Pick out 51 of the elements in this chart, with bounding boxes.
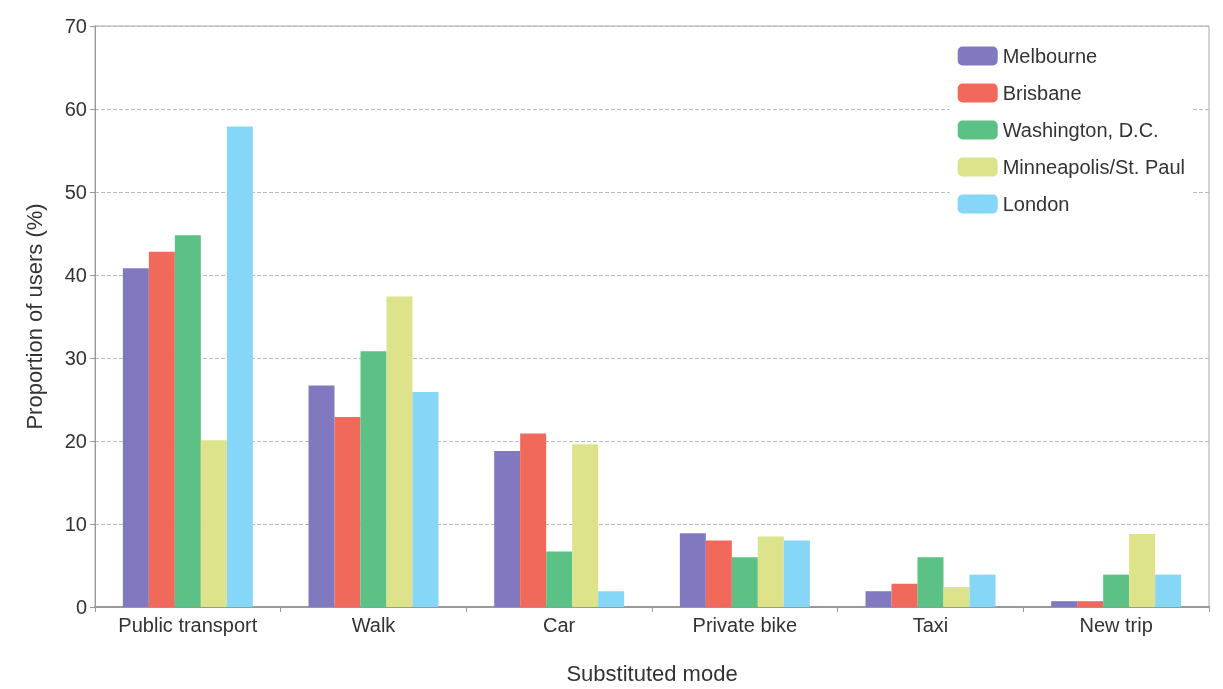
x-tick-label: Public transport	[118, 614, 258, 636]
x-tick-label: Walk	[351, 614, 397, 636]
x-tick-label: Taxi	[912, 614, 949, 636]
bar	[412, 392, 439, 607]
x-tick-label: Car	[543, 614, 576, 636]
y-tick-label: 10	[64, 513, 87, 535]
y-tick-label: 50	[64, 181, 87, 203]
bar	[705, 540, 732, 607]
bar	[122, 268, 149, 607]
legend-label: Brisbane	[1002, 82, 1082, 104]
legend-label: Melbourne	[1002, 45, 1098, 67]
bar	[308, 385, 335, 607]
bar	[386, 296, 413, 607]
bar	[679, 533, 706, 607]
bar	[865, 591, 892, 607]
bar	[969, 574, 996, 607]
y-tick-label: 60	[64, 98, 87, 120]
bar	[360, 351, 387, 607]
legend-label: London	[1002, 193, 1070, 215]
bar	[572, 444, 599, 607]
bar	[757, 536, 784, 607]
bar	[1129, 533, 1156, 607]
x-tick-label: Private bike	[692, 614, 798, 636]
bar	[1051, 601, 1078, 607]
bar	[200, 440, 227, 607]
y-tick-label: 0	[75, 596, 87, 618]
bar	[917, 557, 944, 607]
y-tick-label: 30	[64, 347, 87, 369]
bar	[1077, 601, 1104, 607]
y-tick-label: 70	[64, 15, 87, 37]
bar	[148, 251, 175, 607]
bar	[943, 587, 970, 607]
legend-label: Minneapolis/St. Paul	[1002, 156, 1185, 178]
legend-label: Washington, D.C.	[1002, 119, 1159, 141]
bar	[598, 591, 625, 607]
bar	[1155, 574, 1182, 607]
x-tick-label: New trip	[1079, 614, 1153, 636]
bar	[731, 557, 758, 607]
y-tick-label: 40	[64, 264, 87, 286]
bar	[1103, 574, 1130, 607]
bar	[783, 540, 810, 607]
bar	[174, 235, 201, 607]
bar	[494, 450, 521, 607]
y-axis-title: Proportion of users (%)	[21, 203, 47, 430]
bar	[891, 583, 918, 607]
bar	[546, 551, 573, 607]
bar	[226, 126, 253, 607]
y-tick-label: 20	[64, 430, 87, 452]
x-axis-title: Substituted mode	[566, 660, 738, 686]
bar	[520, 433, 547, 607]
bar	[334, 416, 361, 607]
